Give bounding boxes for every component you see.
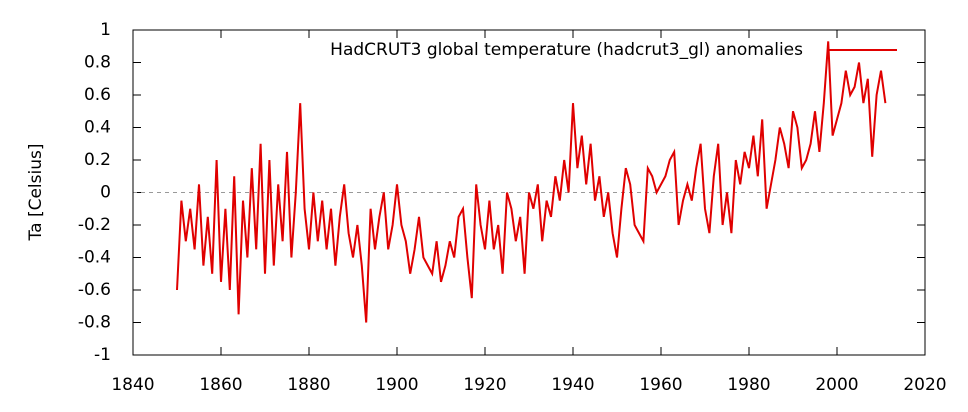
legend-label: HadCRUT3 global temperature (hadcrut3_gl… (330, 40, 803, 60)
data-line (176, 41, 887, 323)
y-tick-label: 0.8 (84, 53, 111, 73)
y-tick-label: 0.4 (84, 118, 111, 138)
y-tick-label: -0.2 (78, 215, 111, 235)
y-tick-label: 0.6 (84, 85, 111, 105)
y-tick-label: 0 (100, 183, 111, 203)
x-tick-label: 1980 (727, 375, 770, 395)
y-axis-label: Ta [Celsius] (26, 144, 46, 242)
x-tick-label: 1860 (199, 375, 242, 395)
x-tick-label: 1900 (375, 375, 418, 395)
y-tick-label: -1 (94, 345, 111, 365)
x-tick-label: 2000 (815, 375, 858, 395)
y-tick-label: -0.4 (78, 248, 111, 268)
x-tick-label: 2020 (903, 375, 946, 395)
y-tick-label: -0.6 (78, 280, 111, 300)
x-tick-label: 1840 (111, 375, 154, 395)
y-tick-label: -0.8 (78, 313, 111, 333)
x-tick-label: 1960 (639, 375, 682, 395)
y-tick-label: 1 (100, 20, 111, 40)
plot-border (132, 29, 926, 356)
y-tick-label: 0.2 (84, 150, 111, 170)
x-tick-label: 1920 (463, 375, 506, 395)
x-tick-label: 1880 (287, 375, 330, 395)
x-tick-label: 1940 (551, 375, 594, 395)
